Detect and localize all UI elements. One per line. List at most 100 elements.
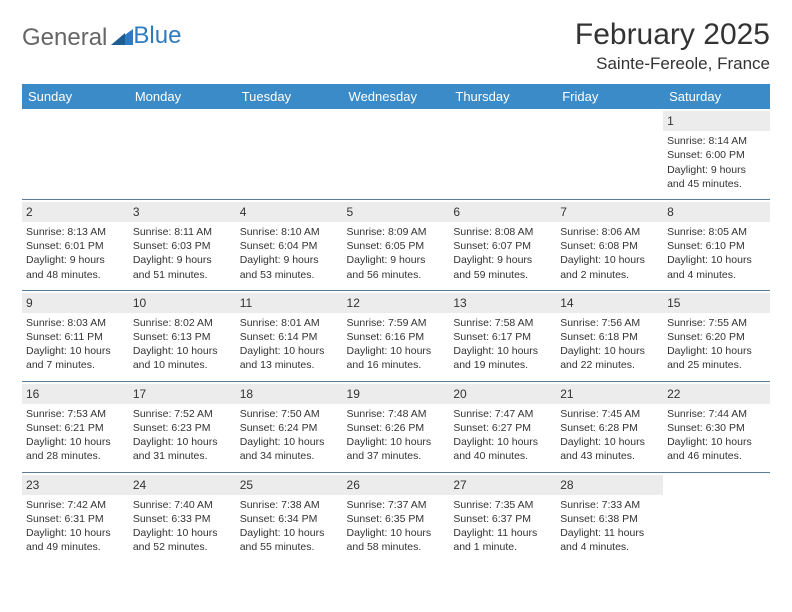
daylight-text: Daylight: 10 hours and 40 minutes. (453, 435, 552, 463)
sunrise-text: Sunrise: 8:08 AM (453, 225, 552, 239)
sunrise-text: Sunrise: 7:37 AM (347, 498, 446, 512)
logo: General Blue (22, 24, 181, 52)
sunset-text: Sunset: 6:23 PM (133, 421, 232, 435)
calendar-cell: 17Sunrise: 7:52 AMSunset: 6:23 PMDayligh… (129, 381, 236, 472)
daylight-text: Daylight: 10 hours and 13 minutes. (240, 344, 339, 372)
sunset-text: Sunset: 6:30 PM (667, 421, 766, 435)
sunrise-text: Sunrise: 7:48 AM (347, 407, 446, 421)
daylight-text: Daylight: 10 hours and 7 minutes. (26, 344, 125, 372)
daylight-text: Daylight: 10 hours and 55 minutes. (240, 526, 339, 554)
calendar-cell: 12Sunrise: 7:59 AMSunset: 6:16 PMDayligh… (343, 290, 450, 381)
daylight-text: Daylight: 10 hours and 46 minutes. (667, 435, 766, 463)
logo-triangle-icon (111, 24, 133, 52)
day-number: 23 (22, 475, 129, 495)
calendar-cell: 13Sunrise: 7:58 AMSunset: 6:17 PMDayligh… (449, 290, 556, 381)
sunset-text: Sunset: 6:11 PM (26, 330, 125, 344)
sunrise-text: Sunrise: 7:58 AM (453, 316, 552, 330)
sunrise-text: Sunrise: 8:02 AM (133, 316, 232, 330)
sunrise-text: Sunrise: 8:10 AM (240, 225, 339, 239)
calendar-cell: 4Sunrise: 8:10 AMSunset: 6:04 PMDaylight… (236, 199, 343, 290)
daylight-text: Daylight: 9 hours and 56 minutes. (347, 253, 446, 281)
calendar-cell: 8Sunrise: 8:05 AMSunset: 6:10 PMDaylight… (663, 199, 770, 290)
logo-text-blue: Blue (133, 22, 181, 50)
sunset-text: Sunset: 6:35 PM (347, 512, 446, 526)
sunset-text: Sunset: 6:14 PM (240, 330, 339, 344)
calendar-cell: 7Sunrise: 8:06 AMSunset: 6:08 PMDaylight… (556, 199, 663, 290)
calendar-table: SundayMondayTuesdayWednesdayThursdayFrid… (22, 84, 770, 562)
sunset-text: Sunset: 6:20 PM (667, 330, 766, 344)
sunrise-text: Sunrise: 7:33 AM (560, 498, 659, 512)
day-header: Friday (556, 84, 663, 109)
calendar-week-row: 9Sunrise: 8:03 AMSunset: 6:11 PMDaylight… (22, 290, 770, 381)
day-number: 9 (22, 293, 129, 313)
sunrise-text: Sunrise: 7:47 AM (453, 407, 552, 421)
sunset-text: Sunset: 6:26 PM (347, 421, 446, 435)
logo-text-general: General (22, 24, 107, 52)
day-header: Wednesday (343, 84, 450, 109)
calendar-cell: 24Sunrise: 7:40 AMSunset: 6:33 PMDayligh… (129, 472, 236, 562)
day-number: 15 (663, 293, 770, 313)
day-number: 12 (343, 293, 450, 313)
calendar-cell (22, 109, 129, 199)
sunrise-text: Sunrise: 7:56 AM (560, 316, 659, 330)
calendar-cell: 15Sunrise: 7:55 AMSunset: 6:20 PMDayligh… (663, 290, 770, 381)
sunset-text: Sunset: 6:08 PM (560, 239, 659, 253)
calendar-cell: 2Sunrise: 8:13 AMSunset: 6:01 PMDaylight… (22, 199, 129, 290)
daylight-text: Daylight: 9 hours and 51 minutes. (133, 253, 232, 281)
day-number: 21 (556, 384, 663, 404)
daylight-text: Daylight: 10 hours and 31 minutes. (133, 435, 232, 463)
calendar-cell: 26Sunrise: 7:37 AMSunset: 6:35 PMDayligh… (343, 472, 450, 562)
sunset-text: Sunset: 6:01 PM (26, 239, 125, 253)
sunrise-text: Sunrise: 7:42 AM (26, 498, 125, 512)
daylight-text: Daylight: 10 hours and 37 minutes. (347, 435, 446, 463)
day-number: 14 (556, 293, 663, 313)
calendar-cell: 11Sunrise: 8:01 AMSunset: 6:14 PMDayligh… (236, 290, 343, 381)
calendar-cell (449, 109, 556, 199)
calendar-cell: 25Sunrise: 7:38 AMSunset: 6:34 PMDayligh… (236, 472, 343, 562)
sunrise-text: Sunrise: 7:53 AM (26, 407, 125, 421)
sunrise-text: Sunrise: 8:05 AM (667, 225, 766, 239)
calendar-cell: 20Sunrise: 7:47 AMSunset: 6:27 PMDayligh… (449, 381, 556, 472)
day-number: 20 (449, 384, 556, 404)
sunrise-text: Sunrise: 7:38 AM (240, 498, 339, 512)
calendar-week-row: 23Sunrise: 7:42 AMSunset: 6:31 PMDayligh… (22, 472, 770, 562)
sunrise-text: Sunrise: 8:03 AM (26, 316, 125, 330)
day-number: 28 (556, 475, 663, 495)
daylight-text: Daylight: 10 hours and 43 minutes. (560, 435, 659, 463)
calendar-cell: 3Sunrise: 8:11 AMSunset: 6:03 PMDaylight… (129, 199, 236, 290)
calendar-cell (129, 109, 236, 199)
sunrise-text: Sunrise: 7:45 AM (560, 407, 659, 421)
day-number: 25 (236, 475, 343, 495)
calendar-cell: 27Sunrise: 7:35 AMSunset: 6:37 PMDayligh… (449, 472, 556, 562)
sunrise-text: Sunrise: 8:14 AM (667, 134, 766, 148)
calendar-cell: 10Sunrise: 8:02 AMSunset: 6:13 PMDayligh… (129, 290, 236, 381)
sunset-text: Sunset: 6:37 PM (453, 512, 552, 526)
calendar-cell: 19Sunrise: 7:48 AMSunset: 6:26 PMDayligh… (343, 381, 450, 472)
calendar-cell: 1Sunrise: 8:14 AMSunset: 6:00 PMDaylight… (663, 109, 770, 199)
calendar-cell: 6Sunrise: 8:08 AMSunset: 6:07 PMDaylight… (449, 199, 556, 290)
day-number: 17 (129, 384, 236, 404)
calendar-cell: 18Sunrise: 7:50 AMSunset: 6:24 PMDayligh… (236, 381, 343, 472)
daylight-text: Daylight: 9 hours and 45 minutes. (667, 163, 766, 191)
title-block: February 2025 Sainte-Fereole, France (575, 18, 770, 74)
sunset-text: Sunset: 6:10 PM (667, 239, 766, 253)
day-number: 27 (449, 475, 556, 495)
sunset-text: Sunset: 6:05 PM (347, 239, 446, 253)
daylight-text: Daylight: 10 hours and 25 minutes. (667, 344, 766, 372)
sunrise-text: Sunrise: 8:11 AM (133, 225, 232, 239)
calendar-cell: 16Sunrise: 7:53 AMSunset: 6:21 PMDayligh… (22, 381, 129, 472)
sunrise-text: Sunrise: 8:06 AM (560, 225, 659, 239)
calendar-cell (663, 472, 770, 562)
day-number: 4 (236, 202, 343, 222)
sunset-text: Sunset: 6:03 PM (133, 239, 232, 253)
daylight-text: Daylight: 10 hours and 16 minutes. (347, 344, 446, 372)
sunset-text: Sunset: 6:24 PM (240, 421, 339, 435)
header: General Blue February 2025 Sainte-Fereol… (22, 18, 770, 74)
day-number: 18 (236, 384, 343, 404)
day-header: Monday (129, 84, 236, 109)
month-title: February 2025 (575, 18, 770, 52)
sunset-text: Sunset: 6:16 PM (347, 330, 446, 344)
daylight-text: Daylight: 10 hours and 4 minutes. (667, 253, 766, 281)
calendar-week-row: 16Sunrise: 7:53 AMSunset: 6:21 PMDayligh… (22, 381, 770, 472)
sunrise-text: Sunrise: 8:01 AM (240, 316, 339, 330)
